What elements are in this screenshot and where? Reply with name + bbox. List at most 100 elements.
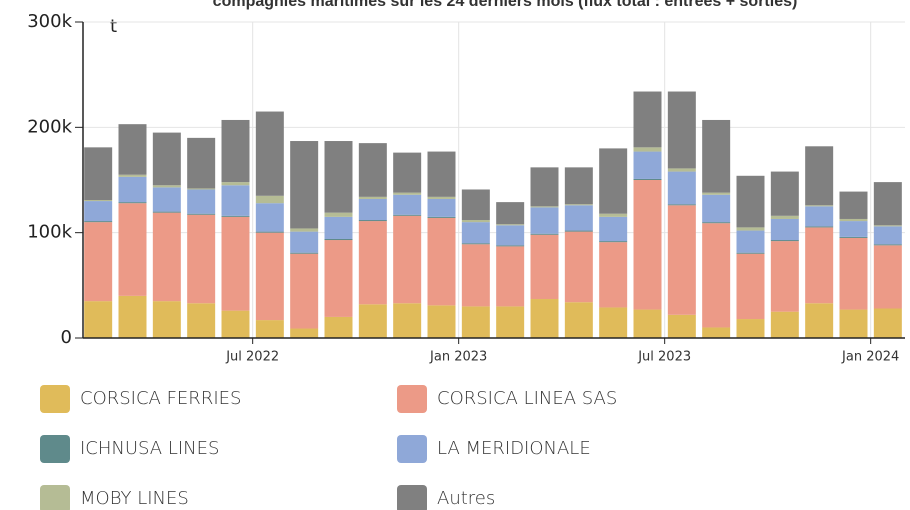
bar-segment xyxy=(324,216,353,239)
bar-segment xyxy=(530,234,559,300)
bar-segment xyxy=(805,303,834,338)
bar-segment xyxy=(427,216,456,218)
bar-segment xyxy=(324,141,353,213)
bar-segment xyxy=(633,91,662,148)
bar-segment xyxy=(152,211,181,213)
bar-segment xyxy=(770,218,799,241)
y-unit: t xyxy=(110,16,117,37)
x-tick-label: Jul 2023 xyxy=(637,350,691,365)
bar-segment xyxy=(667,314,696,338)
bar-segment xyxy=(564,205,593,231)
bar-segment xyxy=(290,252,319,254)
bar-segment xyxy=(667,168,696,172)
bar-segment xyxy=(358,198,387,221)
bar-segment xyxy=(599,307,628,338)
bar-segment xyxy=(84,201,113,222)
bar-segment xyxy=(393,215,422,304)
bar-segment xyxy=(633,151,662,179)
bar-segment xyxy=(290,328,319,338)
bar-segment xyxy=(736,227,765,231)
bar-segment xyxy=(393,303,422,338)
bar-segment xyxy=(496,224,525,226)
bar-segment xyxy=(255,232,284,321)
bar-segment xyxy=(805,205,834,207)
bar-segment xyxy=(770,215,799,219)
bar-segment xyxy=(221,119,250,183)
bar-segment xyxy=(873,245,902,309)
bar-segment xyxy=(393,192,422,195)
bar-segment xyxy=(221,216,250,311)
bar-segment xyxy=(255,111,284,196)
bar-segment xyxy=(290,141,319,229)
y-tick-label: 200k xyxy=(27,116,72,137)
bar-segment xyxy=(599,213,628,217)
x-tick-label: Jan 2024 xyxy=(841,350,899,365)
bar-segment xyxy=(358,221,387,305)
bar-segment xyxy=(667,205,696,315)
bar-segment xyxy=(118,203,147,296)
bar-segment xyxy=(84,147,113,201)
bar-segment xyxy=(770,171,799,216)
bar-segment xyxy=(702,223,731,328)
legend-label: MOBY LINES xyxy=(80,488,189,509)
bar-segment xyxy=(187,188,216,190)
bar-segment xyxy=(599,148,628,214)
bar-segment xyxy=(839,309,868,338)
legend-swatch xyxy=(40,385,70,413)
bar-segment xyxy=(839,191,868,219)
bar-segment xyxy=(599,241,628,243)
bar-segment xyxy=(496,306,525,338)
bar-segment xyxy=(805,226,834,228)
bar-segment xyxy=(736,230,765,253)
bar-segment xyxy=(633,178,662,180)
bar-segment xyxy=(530,206,559,208)
bar-segment xyxy=(736,253,765,320)
bar-segment xyxy=(667,171,696,205)
bar-segment xyxy=(564,167,593,205)
bar-segment xyxy=(290,231,319,253)
bar-segment xyxy=(873,244,902,246)
legend-swatch xyxy=(397,385,427,413)
bar-segment xyxy=(530,299,559,338)
bar-segment xyxy=(118,295,147,338)
bar-segment xyxy=(702,194,731,223)
bar-segment xyxy=(873,308,902,338)
bar-segment xyxy=(461,243,490,245)
bar-segment xyxy=(530,207,559,234)
bar-segment xyxy=(427,196,456,199)
bar-segment xyxy=(84,222,113,302)
bar-segment xyxy=(324,238,353,241)
bar-segment xyxy=(702,119,731,193)
bar-segment xyxy=(393,152,422,193)
bar-segment xyxy=(324,212,353,217)
y-tick-label: 0 xyxy=(61,327,72,348)
legend-swatch xyxy=(397,435,427,463)
bar-segment xyxy=(564,230,593,232)
bar-segment xyxy=(667,204,696,206)
bar-segment xyxy=(873,225,902,227)
bar-segment xyxy=(667,91,696,169)
bar-segment xyxy=(633,180,662,310)
bar-segment xyxy=(427,198,456,217)
legend-swatch xyxy=(40,435,70,463)
bar-segment xyxy=(358,143,387,197)
bar-segment xyxy=(358,304,387,338)
bar-segment xyxy=(496,225,525,246)
bar-segment xyxy=(221,215,250,217)
bar-segment xyxy=(839,236,868,238)
y-tick-label: 300k xyxy=(27,11,72,32)
bar-segment xyxy=(118,124,147,175)
bar-segment xyxy=(461,189,490,221)
bar-segment xyxy=(633,309,662,338)
bar-segment xyxy=(290,228,319,232)
bar-segment xyxy=(564,204,593,206)
chart-title: compagnies maritimes sur les 24 derniers… xyxy=(212,0,798,10)
bar-segment xyxy=(770,241,799,312)
legend-swatch xyxy=(40,485,70,510)
bar-segment xyxy=(839,237,868,310)
bar-segment xyxy=(255,320,284,338)
bar-segment xyxy=(152,132,181,186)
bar-segment xyxy=(702,327,731,338)
bar-segment xyxy=(290,253,319,329)
